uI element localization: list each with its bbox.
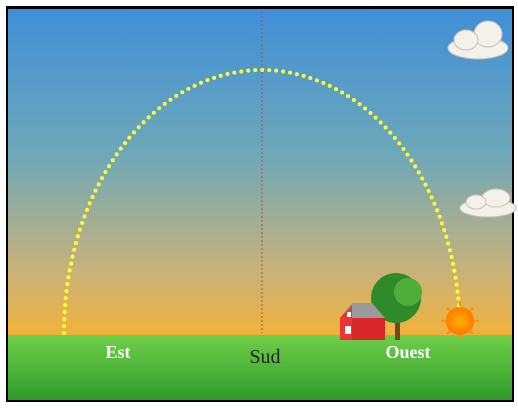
- south-label: Sud: [249, 346, 280, 368]
- west-label: Ouest: [386, 342, 431, 362]
- page: {"labels": {"east": "Est", "south": "Sud…: [0, 0, 518, 408]
- east-label: Est: [105, 342, 130, 362]
- sky: [8, 9, 512, 336]
- sun-path-illustration: Est Sud Ouest: [0, 0, 518, 408]
